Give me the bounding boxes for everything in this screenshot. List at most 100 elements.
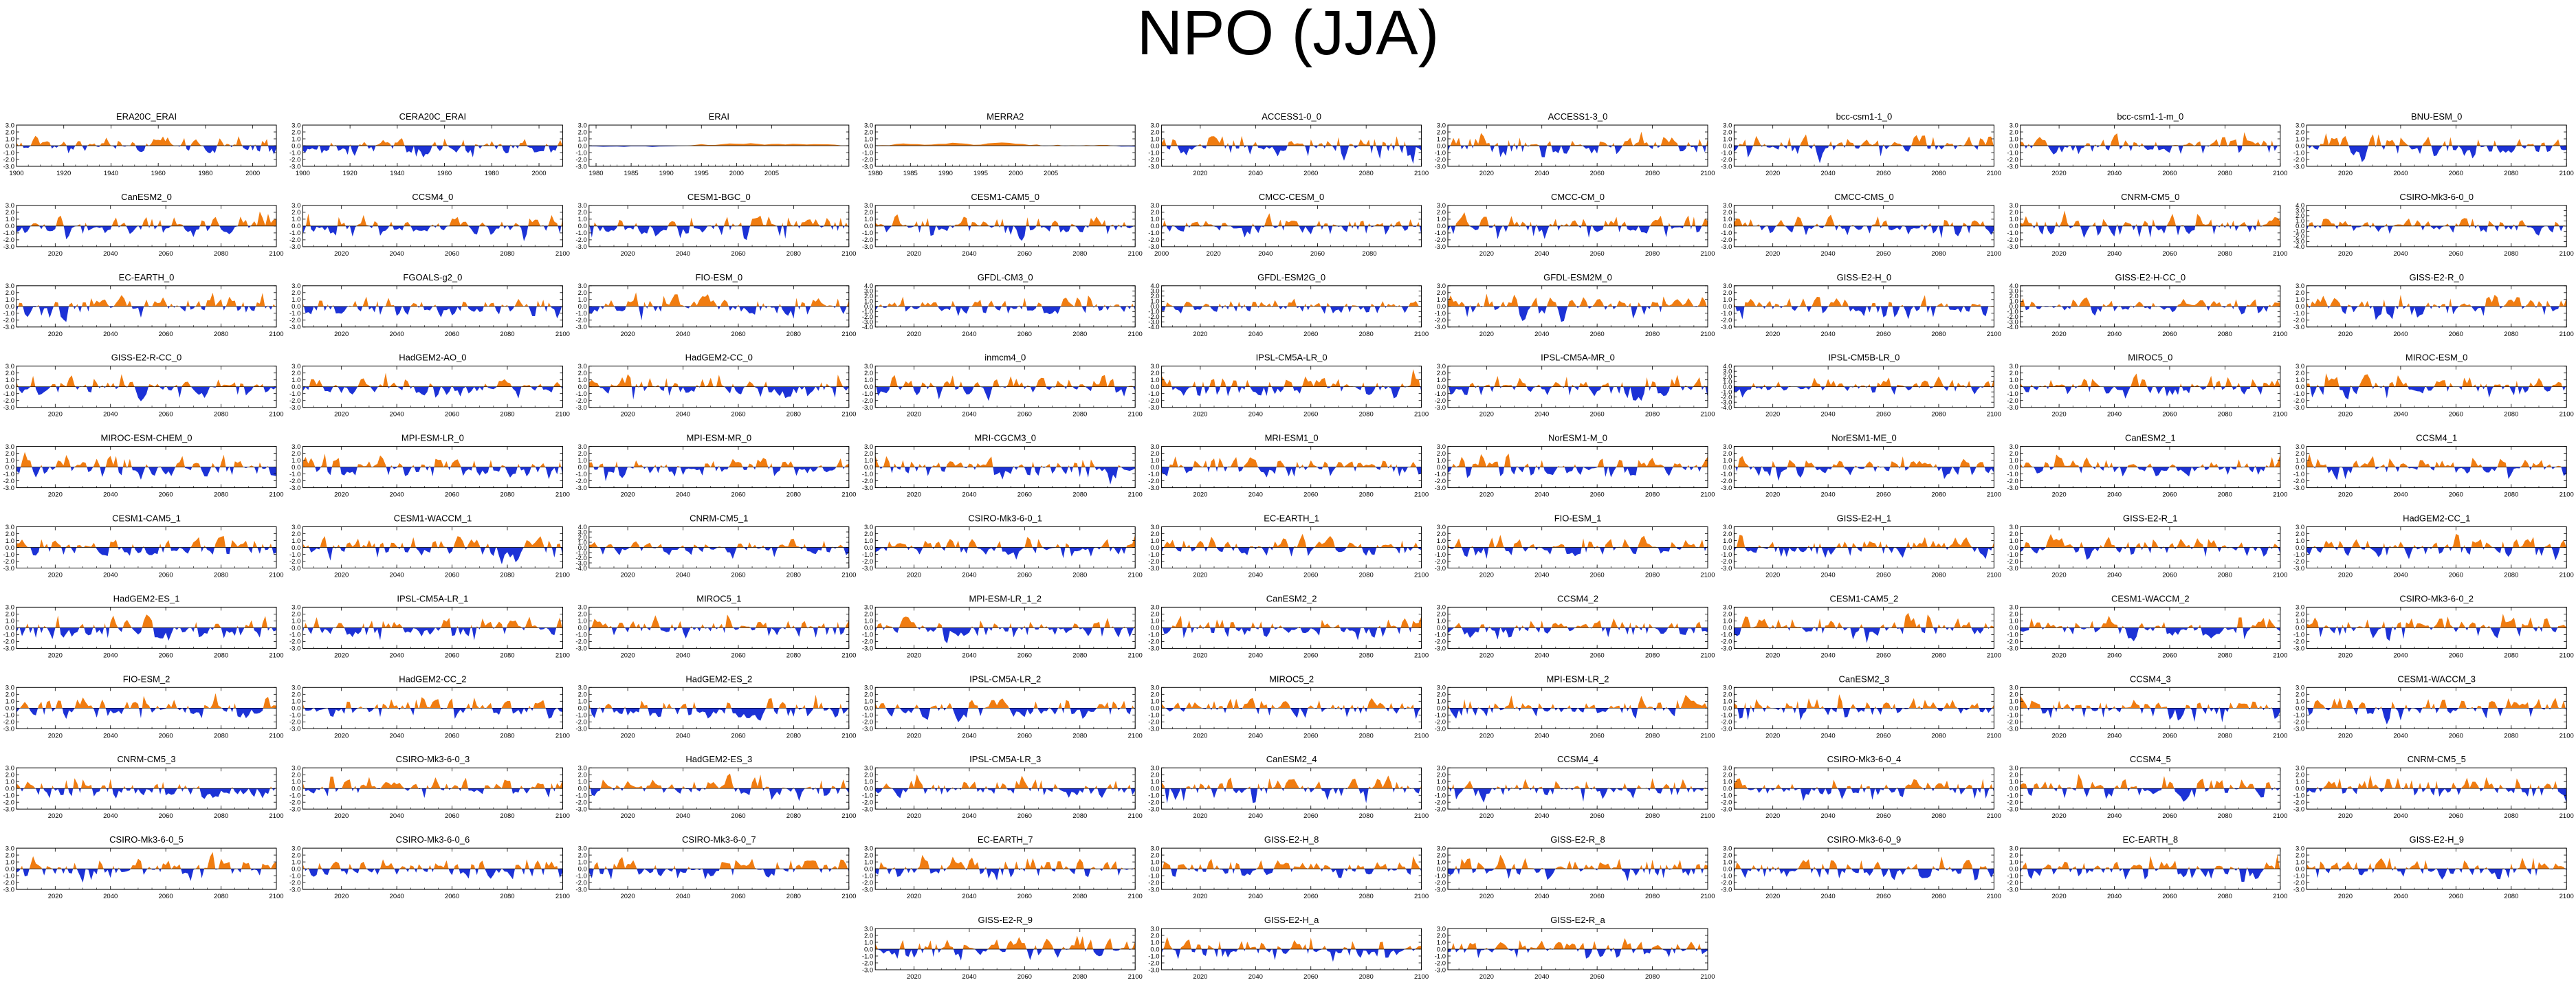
y-tick-label: 2.0 [864, 370, 873, 377]
y-tick-label: -2.0 [1148, 879, 1159, 887]
y-tick-label: 0.0 [1723, 464, 1732, 471]
y-tick-label: -3.0 [1148, 565, 1159, 573]
y-tick-label: 2.0 [291, 289, 300, 297]
y-tick-label: -1.0 [3, 149, 14, 157]
negative-area [1449, 386, 1708, 401]
positive-area [2307, 294, 2567, 307]
x-tick-label: 2000 [1154, 250, 1169, 258]
positive-area [2307, 533, 2567, 548]
panel-title: FIO-ESM_2 [123, 674, 170, 684]
negative-area [2020, 306, 2280, 316]
y-tick-label: 3.0 [291, 765, 300, 773]
y-tick-label: 2.0 [1723, 450, 1732, 458]
panel-title: CMCC-CESM_0 [1259, 192, 1324, 202]
x-tick-label: 2060 [159, 652, 173, 659]
x-tick-label: 2080 [214, 812, 228, 820]
y-tick-label: 3.0 [1437, 524, 1446, 531]
panel-title: CanESM2_1 [2125, 433, 2176, 443]
y-tick-label: 1.0 [2296, 618, 2304, 625]
x-tick-label: 2000 [245, 170, 260, 177]
y-tick-label: 2.0 [1437, 289, 1446, 297]
panel-title: GFDL-ESM2M_0 [1543, 272, 1612, 282]
x-tick-label: 2100 [1700, 652, 1715, 659]
y-tick-label: 0.0 [5, 865, 14, 873]
x-tick-label: 2060 [1590, 652, 1605, 659]
x-tick-label: 2005 [1044, 170, 1058, 177]
panel-title: HadGEM2-CC_2 [399, 674, 466, 684]
x-tick-label: 2020 [2338, 732, 2353, 740]
y-tick-label: -2.0 [575, 236, 586, 244]
x-tick-label: 2080 [214, 250, 228, 258]
y-tick-label: -1.0 [3, 390, 14, 398]
x-tick-label: 2080 [2218, 652, 2232, 659]
x-tick-label: 2060 [1876, 812, 1891, 820]
positive-area [1162, 856, 1420, 869]
panel-HadGEM2-CC_2: HadGEM2-CC_2 3.02.01.00.0-1.0-2.0-3.0 2020… [289, 674, 570, 740]
y-tick-label: -1.0 [862, 471, 873, 478]
positive-area [599, 292, 849, 307]
y-tick-label: 2.0 [864, 772, 873, 779]
x-tick-label: 2060 [1876, 652, 1891, 659]
y-tick-label: 0.0 [5, 303, 14, 311]
y-tick-label: 3.0 [1723, 765, 1732, 773]
y-tick-label: 2.0 [1150, 531, 1159, 538]
x-tick-label: 2040 [103, 652, 118, 659]
x-tick-label: 1985 [903, 170, 918, 177]
y-tick-label: 2.0 [864, 852, 873, 859]
x-tick-label: 2100 [555, 491, 570, 499]
y-tick-label: 1.0 [1437, 698, 1446, 706]
x-tick-label: 2100 [2273, 491, 2287, 499]
x-tick-label: 2060 [1017, 973, 1032, 981]
y-tick-label: 2.0 [578, 691, 587, 699]
x-tick-label: 2060 [1590, 250, 1605, 258]
x-tick-label: 2040 [103, 411, 118, 419]
positive-area [1161, 775, 1422, 789]
y-tick-label: -2.0 [3, 638, 14, 646]
negative-area [302, 146, 563, 158]
negative-area [875, 949, 1136, 961]
x-tick-label: 2100 [2273, 411, 2287, 419]
y-tick-label: 2.0 [5, 209, 14, 216]
y-tick-label: -2.0 [3, 558, 14, 566]
positive-area [1734, 295, 1994, 307]
positive-area [21, 452, 269, 467]
y-tick-label: 1.0 [1723, 379, 1732, 386]
x-tick-label: 2020 [1193, 732, 1207, 740]
panel-title: CCSM4_1 [2416, 433, 2457, 443]
x-tick-label: 2020 [2338, 331, 2353, 338]
y-tick-label: -1.0 [862, 872, 873, 880]
x-tick-label: 2020 [621, 491, 635, 499]
x-tick-label: 1900 [9, 170, 23, 177]
y-tick-label: -1.0 [3, 632, 14, 639]
panel-FGOALS-g2_0: FGOALS-g2_0 3.02.01.00.0-1.0-2.0-3.0 2020 2… [289, 272, 570, 338]
y-tick-label: -2.0 [1148, 236, 1159, 244]
panel-title: GISS-E2-R_1 [2123, 513, 2177, 524]
y-tick-label: 3.0 [864, 202, 873, 210]
panel-title: CSIRO-Mk3-6-0_0 [2399, 192, 2474, 202]
y-tick-label: 3.0 [5, 122, 14, 129]
panel-title: CESM1-CAM5_2 [1830, 593, 1899, 603]
y-tick-label: -3.0 [1435, 565, 1446, 573]
panel-CCSM4_5: CCSM4_5 3.02.01.00.0-1.0-2.0-3.0 2020 2040 2… [2007, 754, 2287, 820]
x-tick-label: 2080 [1645, 572, 1660, 579]
x-tick-label: 2080 [2218, 250, 2232, 258]
y-tick-label: -1.0 [2007, 872, 2018, 880]
y-tick-label: -3.0 [1148, 243, 1159, 251]
y-tick-label: -3.0 [2007, 319, 2018, 326]
positive-area [588, 458, 849, 467]
y-tick-label: 2.0 [2296, 772, 2304, 779]
negative-area [16, 146, 276, 155]
y-tick-label: 2.0 [2010, 293, 2018, 300]
negative-area [2020, 627, 2280, 642]
x-tick-label: 2040 [2107, 572, 2122, 579]
x-tick-label: 2040 [390, 812, 404, 820]
x-tick-label: 2080 [214, 732, 228, 740]
panel-CNRM-CM5_1: CNRM-CM5_1 4.03.02.01.00.0-1.0-2.0-3.0-4.… [575, 513, 856, 579]
y-tick-label: 2.0 [1437, 932, 1446, 940]
y-tick-label: 0.0 [2296, 384, 2304, 391]
x-tick-label: 2060 [445, 331, 459, 338]
x-tick-label: 2060 [2162, 491, 2177, 499]
x-tick-label: 2040 [1248, 893, 1263, 900]
x-tick-label: 2080 [1645, 732, 1660, 740]
panel-title: CSIRO-Mk3-6-0_1 [968, 513, 1042, 524]
